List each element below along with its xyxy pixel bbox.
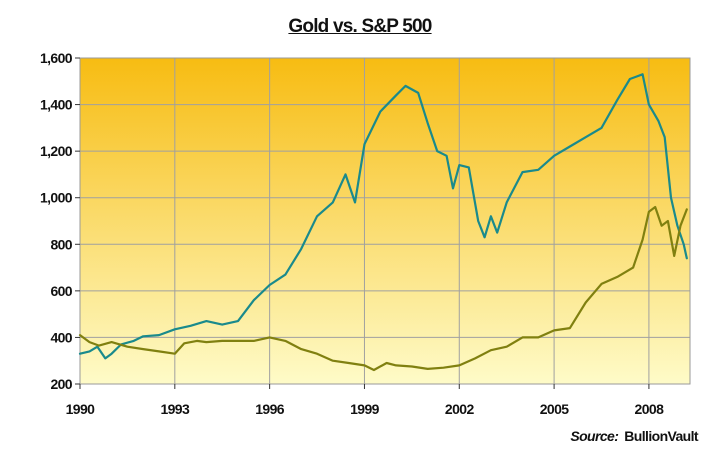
x-tick-label: 1999 [350,401,380,417]
x-tick-label: 1990 [66,401,96,417]
source-credit: Source: BullionVault [570,428,698,444]
x-tick-label: 2005 [540,401,570,417]
y-tick-label: 800 [50,236,72,252]
chart-title: Gold vs. S&P 500 [288,16,432,37]
source-name: BullionVault [624,428,698,444]
series-layer [78,73,688,372]
x-tick-label: 2002 [445,401,475,417]
x-tick-label: 2008 [635,401,665,417]
series-line-2 [78,205,688,372]
x-tick-label: 1996 [255,401,285,417]
plot-border [79,57,691,385]
y-tick-label: 1,000 [40,190,73,206]
y-tick-label: 200 [50,376,72,392]
y-tick-label: 1,600 [40,50,73,66]
y-tick-label: 400 [50,329,72,345]
source-label: Source: [570,428,619,444]
series-line-1 [78,73,688,360]
axis-layer: 200 400 600 800 1,000 1,200 1,400 1,600 1990 1993… [40,50,665,417]
y-tick-label: 1,400 [40,97,73,113]
y-tick-label: 1,200 [40,143,73,159]
plot-area [80,58,690,384]
y-tick-label: 600 [50,283,72,299]
x-tick-label: 1993 [160,401,190,417]
grid-lines [80,57,690,384]
